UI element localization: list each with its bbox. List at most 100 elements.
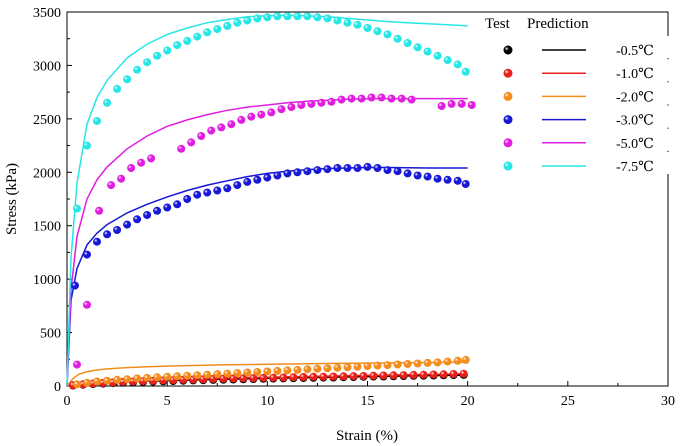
test-point-1-17 <box>239 374 248 383</box>
test-point-1-21 <box>279 373 288 382</box>
test-point-2-37 <box>443 357 452 366</box>
test-point-4-17 <box>267 108 276 117</box>
test-point-4-24 <box>337 95 346 104</box>
y-tick-label-1000: 1000 <box>33 273 61 288</box>
test-points <box>69 12 476 390</box>
test-point-4-29 <box>387 94 396 103</box>
y-tick-label-2000: 2000 <box>33 166 61 181</box>
test-point-5-22 <box>293 12 302 21</box>
test-point-2-32 <box>393 360 402 369</box>
test-point-5-11 <box>183 36 192 45</box>
test-point-3-30 <box>373 164 382 172</box>
test-point-5-20 <box>273 12 282 21</box>
test-point-2-38 <box>453 356 462 365</box>
x-tick-label-30: 30 <box>661 394 675 409</box>
legend-row-bg-5 <box>482 152 672 174</box>
test-point-1-27 <box>339 372 348 381</box>
test-point-2-14 <box>213 370 222 379</box>
test-point-1-25 <box>319 372 328 381</box>
test-point-2-6 <box>133 374 142 383</box>
x-tick-label-10: 10 <box>260 394 274 409</box>
x-tick-label-5: 5 <box>164 394 171 409</box>
test-point-4-9 <box>187 138 196 147</box>
legend-row-bg-2 <box>482 82 672 105</box>
x-axis-label: Strain (%) <box>336 428 398 444</box>
test-point-2-5 <box>123 375 132 384</box>
test-point-4-2 <box>95 206 104 215</box>
test-point-3-28 <box>353 164 362 172</box>
y-axis-label: Stress (kPa) <box>4 163 20 235</box>
test-point-3-31 <box>383 166 392 175</box>
test-point-3-4 <box>113 226 122 234</box>
test-point-3-13 <box>203 188 212 197</box>
legend-marker-3 <box>503 115 513 125</box>
test-point-4-15 <box>247 112 256 121</box>
test-point-5-35 <box>423 47 432 56</box>
test-point-3-6 <box>133 215 142 224</box>
legend-label-2: -2.0℃ <box>616 90 654 105</box>
test-point-5-12 <box>193 32 202 41</box>
test-point-2-39 <box>461 355 470 364</box>
test-point-3-10 <box>173 200 182 209</box>
legend-marker-4 <box>503 138 513 148</box>
legend-label-5: -7.5℃ <box>616 160 654 175</box>
test-point-3-3 <box>103 230 112 239</box>
test-point-4-4 <box>117 174 126 183</box>
test-point-5-0 <box>73 204 81 213</box>
test-point-2-34 <box>413 359 422 368</box>
legend-label-0: -0.5℃ <box>616 44 654 59</box>
test-point-2-18 <box>253 368 262 376</box>
test-point-2-21 <box>283 366 292 375</box>
test-point-3-5 <box>123 220 132 229</box>
test-point-5-5 <box>123 75 132 84</box>
test-point-1-29 <box>359 372 368 380</box>
test-point-4-0 <box>73 360 81 369</box>
test-point-3-24 <box>313 166 322 175</box>
test-point-5-25 <box>323 14 332 23</box>
test-point-1-31 <box>379 371 388 380</box>
test-point-2-29 <box>363 362 372 371</box>
test-point-5-36 <box>433 51 442 60</box>
test-point-4-19 <box>287 103 296 112</box>
test-point-4-34 <box>457 99 466 108</box>
test-point-4-35 <box>467 101 476 109</box>
test-point-4-16 <box>257 110 266 119</box>
test-point-1-28 <box>349 372 358 381</box>
legend-row-bg-3 <box>482 105 672 128</box>
test-point-5-9 <box>163 46 172 55</box>
test-point-1-20 <box>269 373 278 382</box>
test-point-4-25 <box>347 94 356 103</box>
test-point-2-3 <box>103 376 112 385</box>
test-point-2-30 <box>373 361 382 370</box>
test-point-4-31 <box>407 95 416 104</box>
test-point-1-35 <box>419 370 428 379</box>
legend-label-3: -3.0℃ <box>616 114 654 129</box>
test-point-5-8 <box>153 51 162 60</box>
test-point-4-3 <box>107 181 116 190</box>
legend-row-bg-1 <box>482 59 672 82</box>
test-point-3-15 <box>223 184 232 193</box>
test-point-4-26 <box>357 94 366 103</box>
test-point-2-12 <box>193 371 202 380</box>
test-point-5-37 <box>443 56 452 65</box>
test-point-5-23 <box>303 12 312 21</box>
test-point-4-32 <box>437 102 446 110</box>
test-point-2-15 <box>223 369 232 378</box>
test-point-3-23 <box>303 167 312 176</box>
test-point-5-2 <box>93 117 101 125</box>
test-point-4-7 <box>147 154 156 163</box>
prediction-curve-2 <box>66 361 468 387</box>
test-point-4-18 <box>277 105 286 114</box>
x-tick-label-20: 20 <box>461 394 475 409</box>
test-point-1-32 <box>389 371 398 380</box>
x-tick-label-0: 0 <box>64 394 71 409</box>
test-point-2-33 <box>403 360 412 368</box>
test-point-4-21 <box>307 99 316 108</box>
test-point-4-8 <box>177 144 186 153</box>
legend-label-4: -5.0℃ <box>616 137 654 152</box>
test-point-1-30 <box>369 371 378 380</box>
test-point-2-19 <box>263 367 272 376</box>
test-point-5-16 <box>233 18 242 27</box>
legend-marker-1 <box>503 68 513 78</box>
test-point-3-18 <box>253 175 262 184</box>
